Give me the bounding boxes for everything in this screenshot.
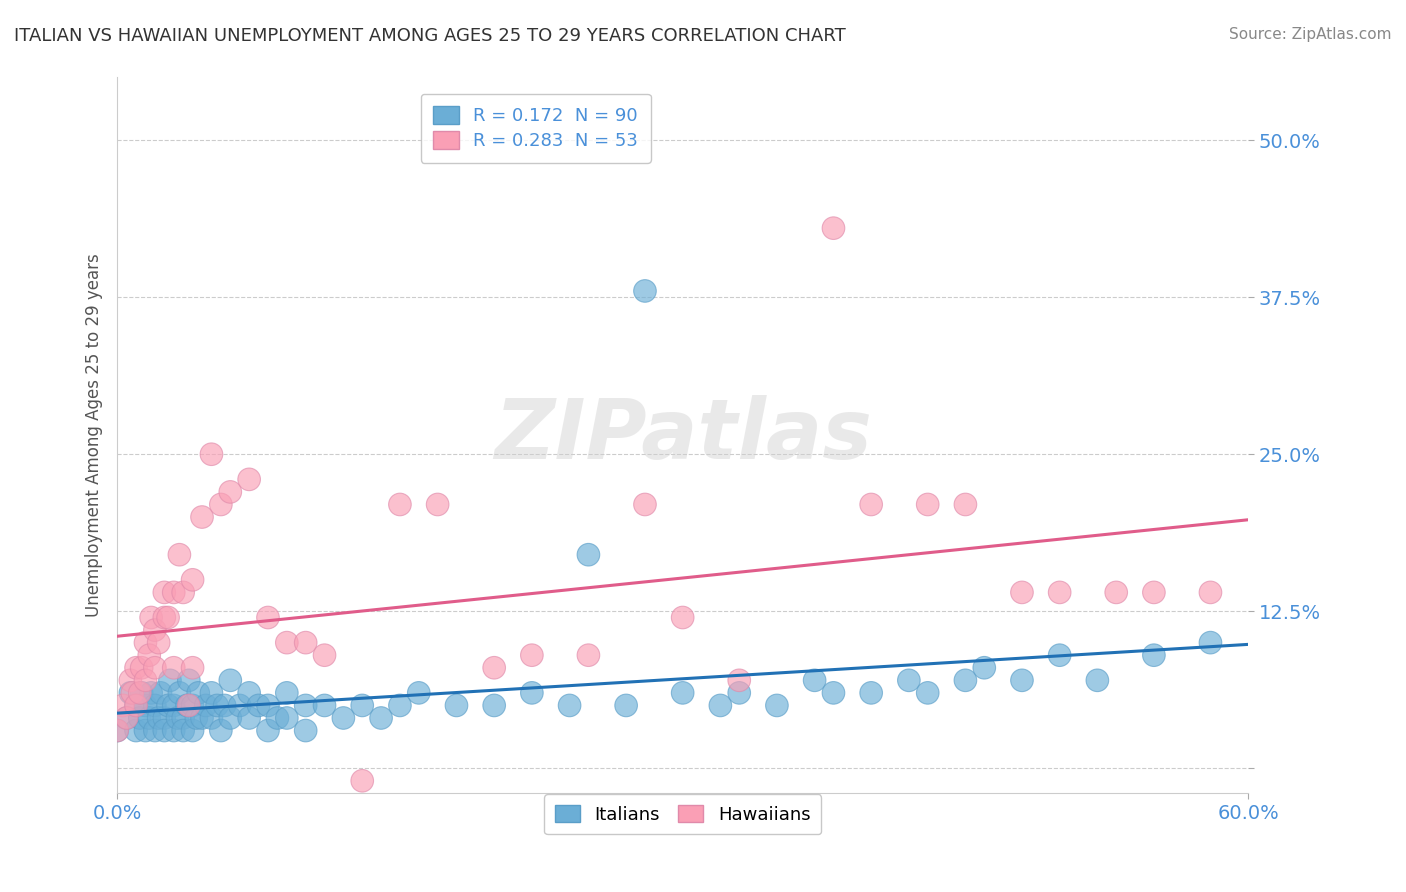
Text: ZIPatlas: ZIPatlas bbox=[494, 395, 872, 476]
Text: ITALIAN VS HAWAIIAN UNEMPLOYMENT AMONG AGES 25 TO 29 YEARS CORRELATION CHART: ITALIAN VS HAWAIIAN UNEMPLOYMENT AMONG A… bbox=[14, 27, 846, 45]
Text: Source: ZipAtlas.com: Source: ZipAtlas.com bbox=[1229, 27, 1392, 42]
Legend: Italians, Hawaiians: Italians, Hawaiians bbox=[544, 794, 821, 834]
Y-axis label: Unemployment Among Ages 25 to 29 years: Unemployment Among Ages 25 to 29 years bbox=[86, 253, 103, 617]
